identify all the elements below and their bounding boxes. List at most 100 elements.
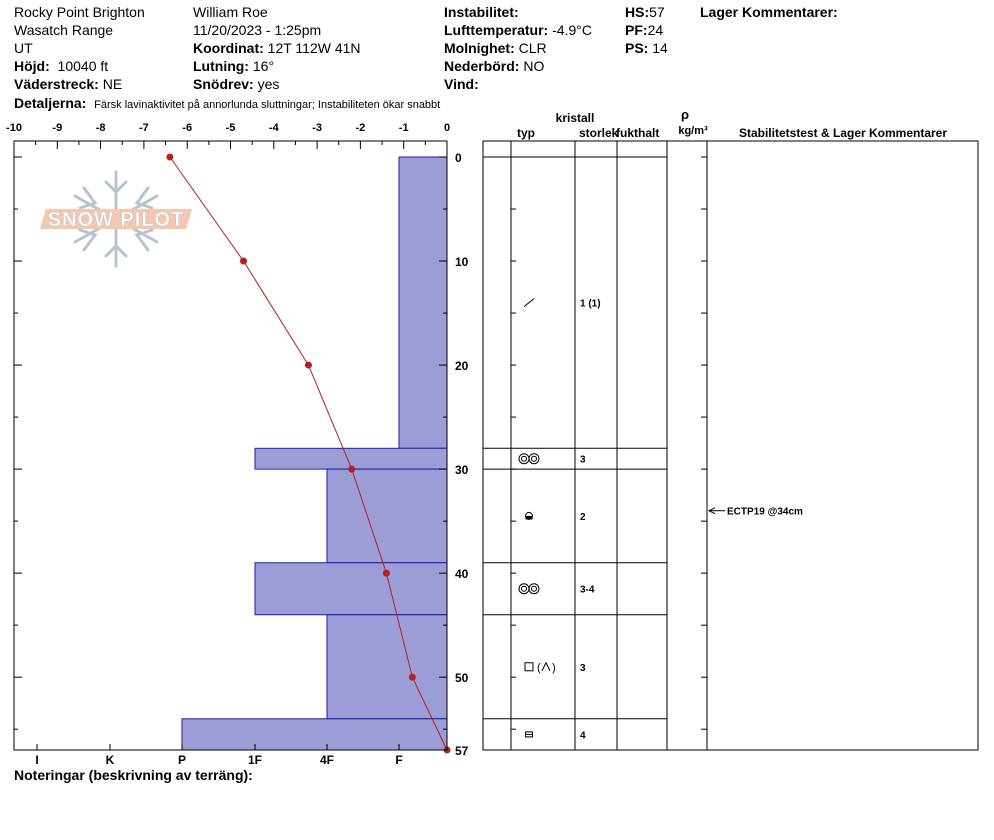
hardness-bar-5 (181, 718, 448, 751)
elevation-label: Höjd: (14, 58, 50, 74)
mountain-range: Wasatch Range (14, 22, 114, 38)
depth-tick-label: 0 (455, 151, 462, 165)
stability-header: Stabilitetstest & Lager Kommentarer (739, 126, 947, 140)
logo-banner (40, 209, 192, 229)
details-label: Detaljerna: (14, 95, 87, 111)
pf-row: PF:24 (625, 22, 663, 38)
depth-tick-label: 30 (455, 463, 469, 477)
temp-tick-label: -4 (269, 122, 280, 134)
wind-loading-value: yes (257, 76, 280, 92)
hardness-bar-4 (326, 614, 448, 720)
elevation-value: 10040 ft (57, 58, 109, 74)
hardness-bar-3 (254, 562, 448, 616)
air-temp-label: Lufttemperatur: (444, 22, 549, 38)
hardness-bars (181, 156, 448, 751)
layer-size-0: 1 (1) (580, 299, 601, 310)
slope-label: Lutning: (193, 58, 249, 74)
terrain-notes-label: Noteringar (beskrivning av terräng): (14, 767, 253, 783)
crystal-header: kristall (556, 111, 595, 125)
hs-value: 57 (649, 4, 665, 20)
type-header: typ (517, 126, 535, 140)
logo-text: SNOW PILOT (48, 209, 185, 231)
depth-tick-label: 20 (455, 359, 469, 373)
svg-text:(: ( (537, 662, 541, 674)
aspect-value: NE (102, 76, 123, 92)
details-row: Detaljerna: Färsk lavinaktivitet på anno… (14, 95, 440, 113)
melt-form-icon (518, 453, 540, 465)
temp-tick-label: -7 (139, 122, 149, 134)
layer-comments-heading: Lager Kommentarer: (700, 4, 838, 20)
observation-datetime: 11/20/2023 - 1:25pm (193, 22, 322, 38)
slope-row: Lutning: 16° (193, 58, 274, 74)
precip-label: Nederbörd: (444, 58, 520, 74)
temp-tick-label: -3 (312, 122, 322, 134)
wind-loading-row: Snödrev: yes (193, 76, 279, 92)
air-temp-value: -4.9°C (552, 22, 592, 38)
depth-tick-label: 40 (455, 567, 469, 581)
air-temp-row: Lufttemperatur: -4.9°C (444, 22, 592, 38)
wind-loading-label: Snödrev: (193, 76, 254, 92)
temp-tick-label: -1 (399, 122, 409, 134)
hardness-tick-label: 4F (320, 753, 334, 767)
temperature-point-1 (239, 257, 247, 265)
precip-row: Nederbörd: NO (444, 58, 544, 74)
faceted-depth-hoar-icon: () (524, 661, 556, 674)
hardness-tick-label: P (178, 753, 186, 767)
instability-label: Instabilitet: (444, 4, 519, 20)
layer-rows: 1 (1) 3 2 3-4 () 3 4 ECTP19 @34cm (482, 140, 979, 751)
layer-size-2: 2 (580, 512, 586, 523)
temperature-profile (166, 153, 451, 754)
wind-row: Vind: (444, 76, 479, 92)
slope-value: 16° (252, 58, 275, 74)
sky-value: CLR (518, 40, 547, 56)
temp-tick-label: 0 (444, 122, 450, 134)
size-header: storlek (579, 126, 619, 140)
depth-axis: 0 10 20 30 40 50 57 (14, 151, 707, 758)
faceted-rounding-icon (525, 731, 533, 738)
arrow-head-icon (707, 507, 716, 515)
temperature-point-0 (166, 153, 174, 161)
depth-tick-label: 10 (455, 255, 469, 269)
stability-test-label-0: ECTP19 @34cm (727, 507, 803, 518)
sky-row: Molnighet: CLR (444, 40, 547, 56)
layer-comments-label: Lager Kommentarer: (700, 4, 838, 20)
pf-value: 24 (647, 22, 664, 38)
wind-label: Vind: (444, 76, 479, 92)
hs-row: HS:57 (625, 4, 665, 20)
hardness-tick-label: K (106, 753, 115, 767)
temperature-point-5 (408, 673, 416, 681)
hardness-bar-0 (398, 156, 448, 449)
layer-size-3: 3-4 (580, 585, 595, 596)
hardness-tick-label: I (35, 753, 38, 767)
temp-tick-label: -8 (96, 122, 106, 134)
svg-text:): ) (552, 662, 556, 674)
aspect-row: Väderstreck: NE (14, 76, 122, 92)
depth-tick-label: 50 (455, 671, 469, 685)
temperature-axis: -10 -9 -8 -7 -6 -5 -4 -3 -2 -1 0 (6, 122, 450, 149)
pf-label: PF: (625, 22, 648, 38)
coordinate-label: Koordinat: (193, 40, 264, 56)
precip-value: NO (523, 58, 545, 74)
density-header: kg/m³ (678, 125, 708, 137)
snowpilot-logo: SNOW PILOT (40, 170, 192, 268)
melt-form-icon (518, 583, 540, 595)
layer-table: kristall typ storlek fukthalt ρ kg/m³ St… (517, 107, 947, 140)
layer-size-4: 3 (580, 663, 586, 674)
hardness-tick-label: F (395, 753, 402, 767)
coordinate-row: Koordinat: 12T 112W 41N (193, 40, 361, 56)
rho-header: ρ (681, 107, 689, 122)
location: Rocky Point Brighton (14, 4, 145, 20)
temp-tick-label: -5 (226, 122, 236, 134)
hs-label: HS: (625, 4, 650, 20)
ps-value: 14 (652, 40, 668, 56)
temperature-point-3 (348, 465, 356, 473)
moisture-header: fukthalt (616, 126, 659, 140)
hardness-axis: I K P 1F 4F F (35, 744, 403, 767)
hardness-tick-label: 1F (248, 753, 262, 767)
temp-tick-label: -6 (182, 122, 192, 134)
observer: William Roe (193, 4, 268, 20)
state: UT (14, 40, 33, 56)
terrain-notes: Noteringar (beskrivning av terräng): (14, 767, 253, 783)
new-snow-icon (523, 298, 535, 308)
